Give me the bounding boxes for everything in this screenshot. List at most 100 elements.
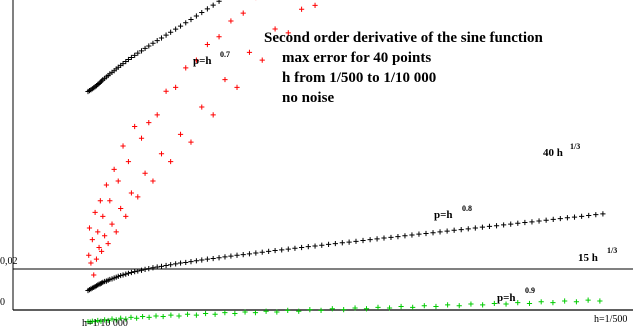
point-black15-59 [319, 242, 325, 248]
point-green-18 [168, 312, 174, 318]
point-black15-30 [150, 265, 156, 271]
point-green-7 [105, 317, 111, 324]
point-black15-79 [458, 227, 464, 233]
point-green-23 [212, 311, 218, 317]
series-black40 [85, 0, 222, 95]
point-green-51 [526, 300, 533, 307]
point-red-25 [132, 123, 138, 130]
point-black40-10 [98, 78, 105, 84]
point-black40-21 [120, 60, 126, 67]
point-black40-34 [168, 29, 174, 35]
point-green-35 [341, 306, 347, 313]
y-tick-label-0: 0 [0, 297, 5, 308]
point-black15-33 [163, 262, 169, 269]
point-black40-25 [132, 52, 138, 58]
point-black15-36 [177, 260, 184, 266]
point-red-28 [142, 170, 148, 176]
point-black40-27 [138, 48, 145, 54]
point-black15-47 [240, 252, 246, 258]
point-black15-51 [266, 248, 272, 254]
point-black40-39 [193, 13, 199, 19]
point-black15-53 [279, 247, 285, 253]
point-red-14 [105, 240, 111, 247]
point-black15-45 [228, 253, 234, 259]
point-green-22 [202, 310, 209, 317]
point-black15-89 [529, 219, 535, 225]
point-black15-66 [367, 237, 373, 243]
annotation-green-base: p=h [497, 292, 516, 304]
point-red-9 [97, 198, 103, 204]
point-red-33 [163, 88, 169, 94]
point-green-47 [480, 302, 486, 308]
point-green-17 [160, 313, 166, 320]
point-red-26 [135, 194, 141, 200]
point-black15-85 [501, 222, 507, 228]
point-black15-26 [135, 268, 141, 274]
point-red-37 [183, 65, 189, 71]
point-black40-37 [183, 20, 189, 26]
point-black15-77 [444, 228, 450, 234]
point-red-8 [96, 244, 102, 251]
point-black15-31 [154, 264, 160, 270]
point-black15-10 [98, 280, 105, 286]
point-green-6 [102, 317, 108, 323]
point-green-34 [329, 306, 335, 312]
point-black15-38 [188, 259, 194, 265]
point-red-2 [88, 260, 94, 266]
point-black15-61 [332, 240, 338, 247]
point-red-39 [193, 57, 199, 63]
point-red-30 [150, 178, 156, 184]
point-black15-69 [388, 234, 394, 241]
point-red-29 [146, 120, 152, 126]
point-green-43 [433, 303, 439, 310]
point-red-6 [93, 256, 100, 262]
point-black15-22 [123, 271, 129, 277]
annotation-blue-base: p=h [193, 55, 212, 67]
point-black15-39 [193, 258, 199, 264]
point-black15-91 [543, 217, 549, 223]
point-red-23 [125, 158, 132, 165]
chart-title-line-2: max error for 40 points [282, 50, 431, 66]
point-green-39 [386, 305, 393, 311]
point-black40-40 [199, 9, 205, 16]
point-black15-88 [522, 219, 528, 226]
point-green-8 [109, 316, 115, 322]
point-black40-29 [146, 43, 152, 49]
point-green-27 [252, 310, 259, 316]
point-green-31 [296, 308, 302, 314]
chart-title-line-4: no noise [282, 90, 334, 106]
point-black15-96 [579, 213, 585, 219]
point-red-13 [103, 182, 110, 188]
point-black40-30 [150, 40, 156, 46]
y-tick-label-0-02: 0,02 [0, 256, 18, 267]
point-red-1 [86, 225, 93, 231]
point-black40-35 [173, 26, 179, 32]
point-green-42 [421, 303, 427, 309]
point-red-47 [240, 10, 246, 16]
point-red-10 [98, 248, 105, 254]
point-black15-29 [146, 265, 152, 272]
point-green-36 [352, 305, 358, 311]
point-black15-23 [125, 270, 132, 276]
point-red-44 [222, 76, 228, 83]
point-green-21 [193, 312, 199, 318]
point-red-24 [128, 190, 135, 196]
point-black15-21 [120, 272, 126, 278]
point-red-22 [123, 213, 129, 219]
point-green-30 [285, 307, 291, 314]
point-black15-95 [571, 214, 578, 220]
point-black15-74 [423, 230, 429, 237]
point-red-16 [109, 221, 115, 227]
point-black15-48 [246, 251, 253, 257]
point-black15-20 [118, 272, 124, 279]
annotation-black40-base: 40 h [543, 147, 563, 159]
point-black15-27 [138, 267, 145, 273]
point-green-33 [318, 307, 324, 314]
series-green [85, 297, 603, 325]
point-green-32 [307, 306, 313, 313]
point-black15-64 [353, 238, 359, 244]
point-black15-78 [451, 227, 457, 233]
point-black15-97 [586, 212, 592, 219]
point-red-43 [216, 34, 222, 40]
point-black40-38 [188, 16, 194, 23]
